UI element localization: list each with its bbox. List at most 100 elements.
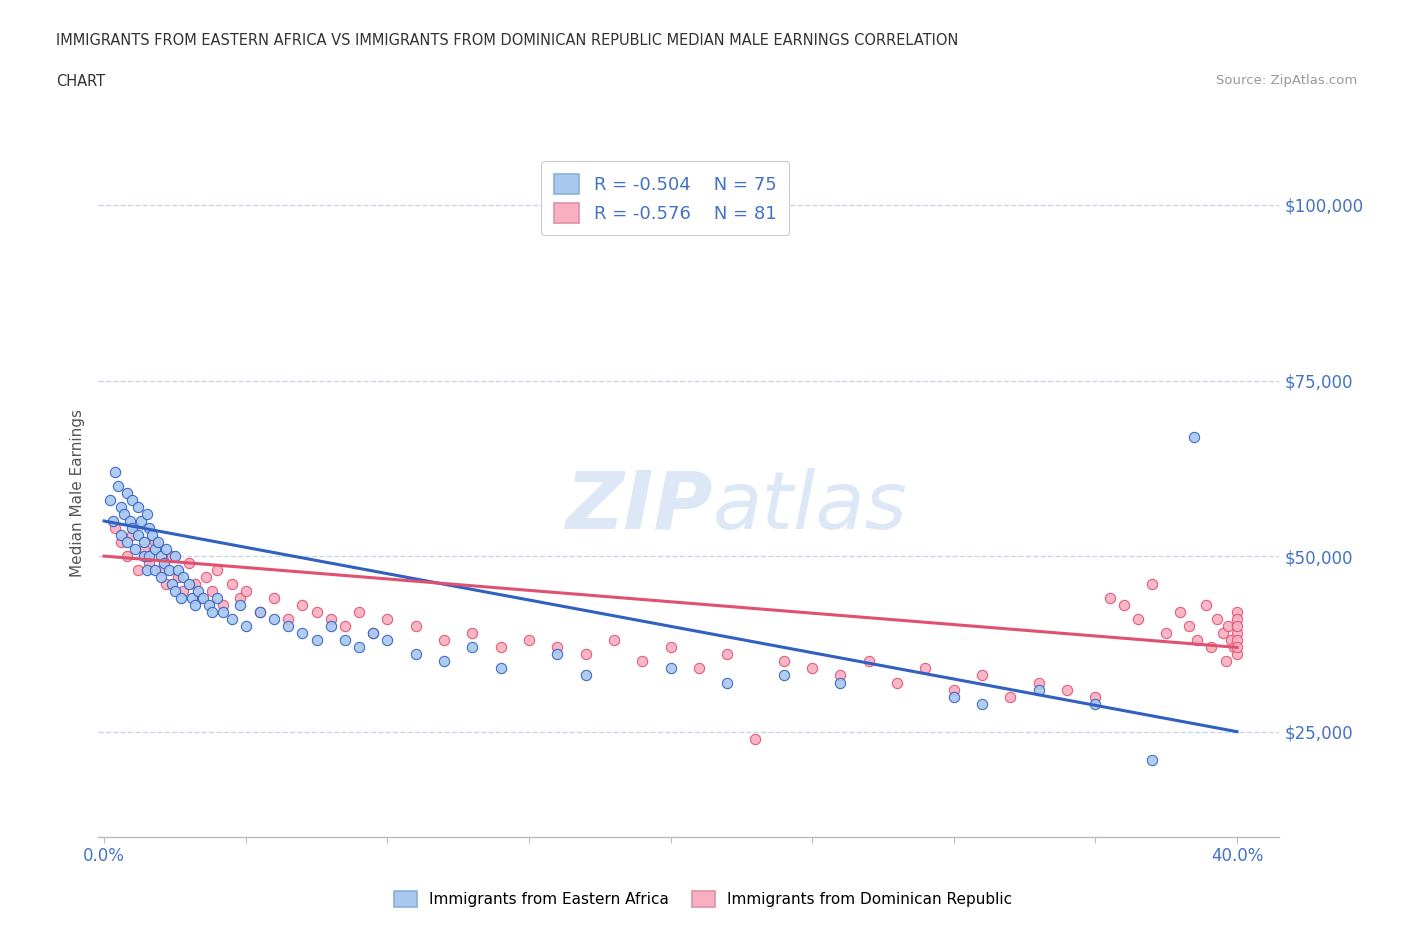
Text: Source: ZipAtlas.com: Source: ZipAtlas.com [1216,74,1357,87]
Point [101,513,124,528]
Text: atlas: atlas [713,468,907,546]
Point [914,661,936,676]
Point [110,499,132,514]
Point [1201,640,1223,655]
Point [461,626,484,641]
Point [942,689,965,704]
Point [1226,612,1249,627]
Point [1212,626,1234,641]
Point [110,535,132,550]
Point [830,675,852,690]
Point [574,647,596,662]
Point [1140,752,1163,767]
Point [1206,612,1229,627]
Point [263,591,285,605]
Point [163,584,186,599]
Point [149,549,172,564]
Point [166,563,188,578]
Point [149,563,172,578]
Point [177,556,200,571]
Point [347,640,370,655]
Point [141,527,163,542]
Point [143,541,166,556]
Point [121,527,143,542]
Point [138,549,160,564]
Point [121,521,143,536]
Point [127,563,149,578]
Point [190,591,212,605]
Legend: Immigrants from Eastern Africa, Immigrants from Dominican Republic: Immigrants from Eastern Africa, Immigran… [388,884,1018,913]
Point [193,591,215,605]
Point [546,640,568,655]
Point [104,521,127,536]
Point [221,577,243,591]
Point [1226,647,1249,662]
Point [1098,591,1121,605]
Point [132,541,155,556]
Point [177,577,200,591]
Point [361,626,384,641]
Point [172,584,194,599]
Point [155,577,177,591]
Point [1215,654,1237,669]
Point [115,549,138,564]
Point [183,577,205,591]
Point [107,478,129,493]
Point [659,640,682,655]
Point [1226,633,1249,648]
Point [801,661,824,676]
Point [277,612,299,627]
Point [375,633,398,648]
Point [135,507,157,522]
Point [115,485,138,500]
Point [333,633,356,648]
Text: IMMIGRANTS FROM EASTERN AFRICA VS IMMIGRANTS FROM DOMINICAN REPUBLIC MEDIAN MALE: IMMIGRANTS FROM EASTERN AFRICA VS IMMIGR… [56,33,959,47]
Point [129,513,152,528]
Point [830,668,852,683]
Point [1178,618,1201,633]
Point [659,661,682,676]
Point [201,584,224,599]
Point [98,493,121,508]
Text: ZIP: ZIP [565,468,713,546]
Point [361,626,384,641]
Point [291,598,314,613]
Point [772,668,794,683]
Point [157,563,180,578]
Point [942,682,965,697]
Point [405,618,427,633]
Point [229,591,252,605]
Point [1226,618,1249,633]
Point [212,598,235,613]
Point [146,535,169,550]
Point [433,633,456,648]
Point [433,654,456,669]
Point [132,549,155,564]
Text: CHART: CHART [56,74,105,89]
Point [858,654,880,669]
Point [277,618,299,633]
Point [235,618,257,633]
Point [347,604,370,619]
Point [198,598,221,613]
Point [291,626,314,641]
Point [187,584,209,599]
Point [263,612,285,627]
Point [517,633,540,648]
Point [1220,633,1243,648]
Point [183,598,205,613]
Point [207,563,229,578]
Point [1184,430,1206,445]
Point [235,584,257,599]
Point [1056,682,1078,697]
Point [305,633,328,648]
Point [138,556,160,571]
Point [1028,682,1050,697]
Point [1195,598,1218,613]
Point [1084,697,1107,711]
Point [333,618,356,633]
Point [1000,689,1022,704]
Point [118,513,141,528]
Point [375,612,398,627]
Point [249,604,271,619]
